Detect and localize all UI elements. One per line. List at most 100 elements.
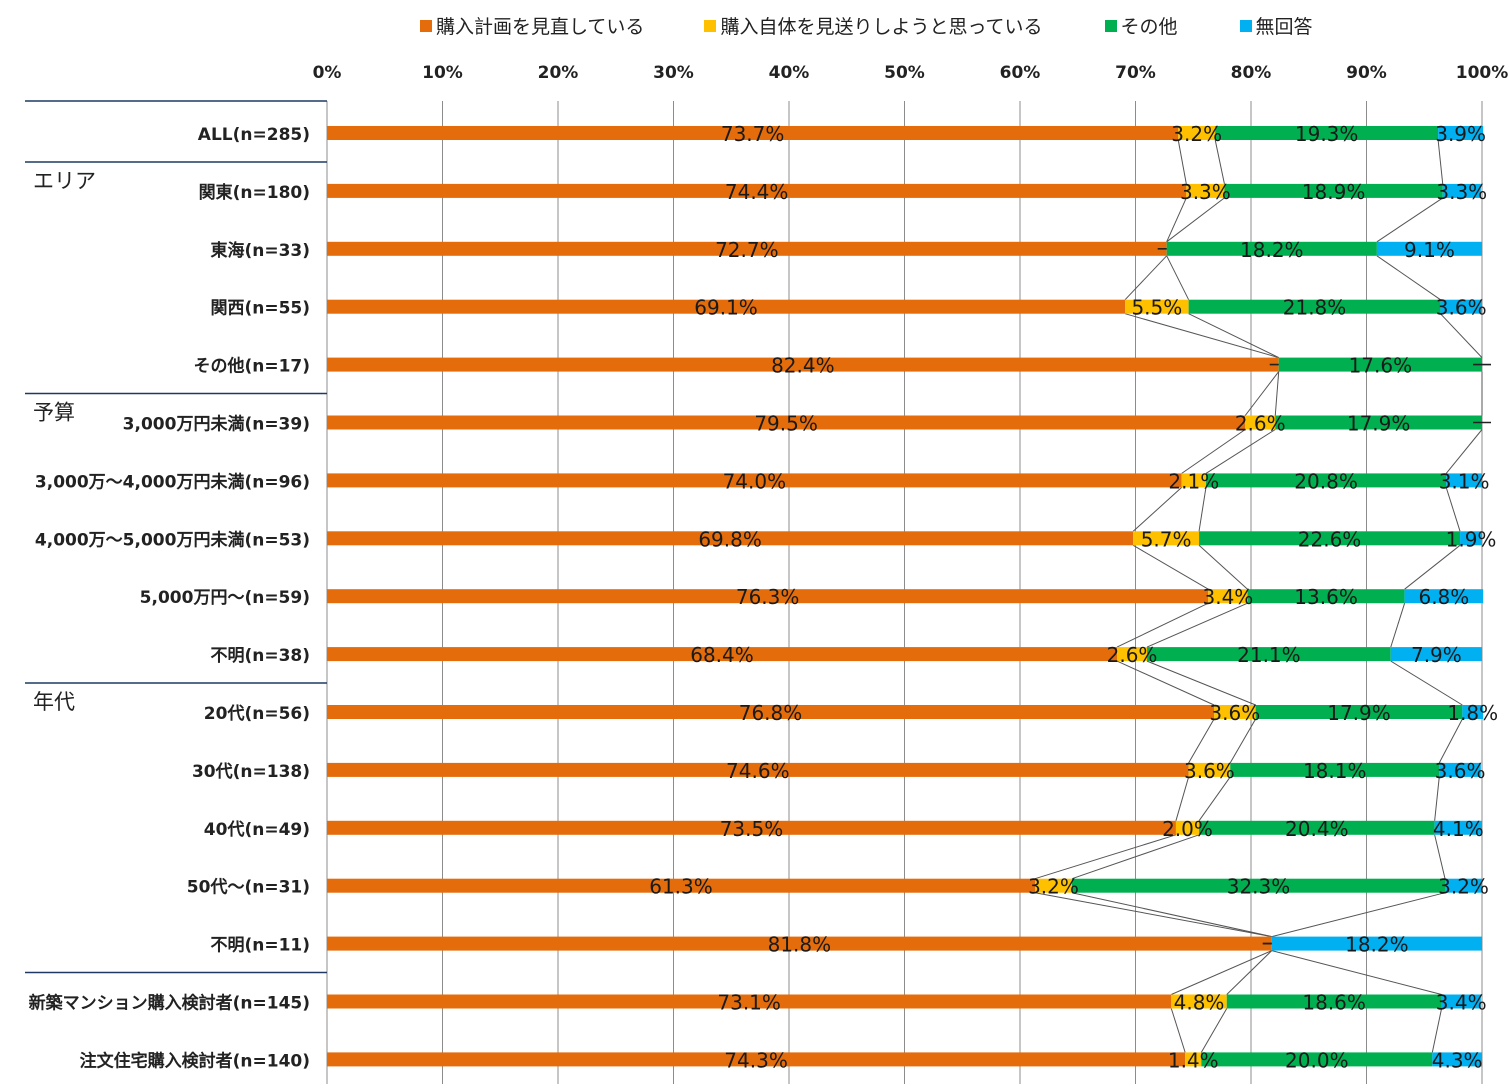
data-label: 61.3% [649,875,713,899]
bar-segment [1181,473,1206,488]
data-label: 4.8% [1174,991,1225,1015]
data-label: 7.9% [1411,643,1462,667]
bar-segment [1125,299,1189,314]
bar-segment [1434,820,1482,835]
data-label: 18.2% [1240,238,1304,262]
data-label: 20.8% [1294,469,1358,493]
bar-segment [327,878,1036,893]
data-label: 3.9% [1435,122,1486,146]
bar-segment [1117,647,1148,662]
bar-segment [327,994,1172,1009]
bar-segment [1441,994,1481,1009]
bar-segment [1255,705,1463,719]
series-connector-line [1116,660,1215,706]
series-connector-line [1205,429,1276,474]
data-label: 18.1% [1303,759,1367,783]
bar-segment [1215,126,1439,140]
x-tick-label: 100% [1456,63,1509,83]
bar-segment [1166,241,1377,256]
series-connector-line [1440,313,1483,358]
legend-item: 購入自体を見送りしようと思っている [704,12,1043,39]
x-tick-label: 80% [1231,63,1272,83]
category-label: 不明(n=11) [210,936,310,956]
series-connector-line [1166,197,1225,243]
bar-segment [1214,705,1256,719]
category-label: 30代(n=138) [192,761,310,782]
data-label: 21.1% [1237,643,1301,667]
bar-segment [327,183,1187,198]
data-label: 3.2% [1171,122,1222,146]
bar-segment [1133,531,1200,546]
bar-segment [327,1052,1186,1067]
legend-item: 購入計画を見直している [420,12,644,39]
series-connector-line [1200,1008,1228,1053]
data-label: 82.4% [771,354,835,378]
bar-segment [1205,473,1447,488]
bar-segment [1230,762,1440,777]
bar-segment [327,762,1189,777]
series-connector-line [1034,892,1272,938]
data-label: 2.0% [1162,817,1213,841]
bar-segment [1440,299,1482,314]
x-tick-label: 40% [769,63,810,83]
series-connector-line [1166,197,1187,243]
data-label: 74.3% [724,1048,788,1072]
bar-segment [327,299,1126,314]
series-connector-line [1198,544,1248,590]
series-connector-line [1376,255,1441,301]
legend-swatch [420,19,432,32]
category-label: 東海(n=33) [210,240,310,261]
series-connector-line [1445,487,1461,532]
bar-segment [1278,357,1482,372]
data-label: 3.6% [1435,759,1486,783]
data-label: 3.3% [1436,180,1487,204]
data-label: 79.5% [754,412,818,436]
bar-segment [1147,647,1391,662]
bar-segment [1071,878,1446,893]
data-label: 2.1% [1168,469,1219,493]
x-tick-label: 10% [422,63,463,83]
data-label: 5.7% [1141,527,1192,551]
series-connector-line [1438,718,1463,764]
bar-segment [1188,299,1441,314]
x-tick-label: 0% [313,63,342,83]
data-label: 3.1% [1439,469,1490,493]
category-label: 3,000万～4,000万円未満(n=96) [35,471,310,492]
data-label: 76.3% [736,585,800,609]
series-connector-line [1229,718,1257,764]
series-connector-line [1404,544,1461,590]
category-label: 注文住宅購入検討者(n=140) [80,1050,310,1071]
bar-segment [1178,126,1216,140]
bar-segment [327,936,1272,951]
series-connector-line [1188,718,1215,764]
series-connector-line [1214,139,1225,185]
data-label: 3.3% [1180,180,1231,204]
bar-segment [1035,878,1072,893]
data-label: 22.6% [1298,527,1362,551]
group-title: 予算 [33,401,75,425]
series-connector-line [1166,255,1190,300]
bar-segment [1175,820,1200,835]
data-label: 1.4% [1168,1048,1219,1072]
x-tick-label: 70% [1115,63,1156,83]
bar-segment [1247,589,1405,604]
data-label: 3.2% [1028,875,1079,899]
bar-segment [327,820,1176,835]
category-label: 5,000万円～(n=59) [140,588,310,608]
bar-segment [327,473,1182,488]
legend-swatch [1239,19,1252,32]
series-connector-line [1244,371,1280,416]
bar-segment [1199,531,1461,546]
bar-segment [327,126,1179,140]
data-label: 17.9% [1347,412,1411,436]
data-label: 69.8% [698,527,762,551]
data-label: 21.8% [1283,296,1347,320]
bar-segment [1226,994,1442,1009]
data-label: 4.3% [1432,1048,1483,1072]
legend-item: その他 [1104,12,1178,39]
x-tick-label: 90% [1346,63,1387,83]
series-connector-line [1116,602,1209,648]
bar-segment [327,357,1279,372]
series-connector-line [1071,892,1272,938]
